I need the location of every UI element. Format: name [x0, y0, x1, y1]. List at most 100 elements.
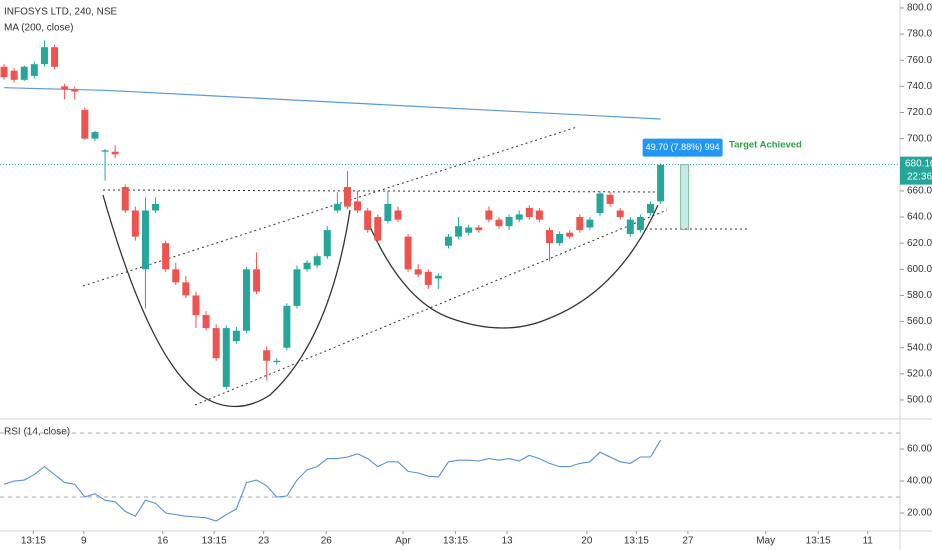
y-tick-label: 760.00 [907, 55, 932, 66]
candle-body [485, 210, 493, 220]
measure-box [680, 164, 690, 231]
candle-body [556, 234, 564, 244]
y-tick-label: 600.00 [907, 264, 932, 275]
candle-body [515, 214, 523, 220]
candle-body [253, 269, 261, 292]
candle-body [657, 164, 665, 202]
candle-body [30, 64, 38, 76]
y-tick-label: 720.00 [907, 107, 932, 118]
measure-label: 49.70 (7.88%) 994 [646, 142, 720, 152]
candle-body [202, 315, 210, 329]
chart-title: INFOSYS LTD, 240, NSE [4, 7, 118, 18]
candle-body [505, 217, 513, 227]
candle-body [0, 66, 8, 78]
x-tick-label: May [756, 536, 775, 547]
rsi-line [3, 439, 662, 522]
candle-body [475, 227, 483, 231]
y-tick-label: 660.00 [907, 186, 932, 197]
x-tick-label: 13:15 [443, 536, 468, 547]
candle-body [343, 186, 351, 207]
candle-body [333, 203, 341, 211]
candle-body [182, 282, 190, 296]
candle-body [566, 232, 574, 237]
candle-body [152, 203, 160, 211]
x-tick-label: 11 [862, 536, 873, 547]
cup-left [102, 194, 351, 408]
candle-body [111, 151, 119, 155]
candle-body [131, 210, 139, 237]
y-tick-label: 60.00 [907, 444, 932, 455]
x-tick-label: 27 [682, 536, 694, 547]
y-tick-label: 520.00 [907, 368, 932, 379]
candle-body [414, 269, 422, 275]
channel-lower [194, 209, 668, 406]
candle-body [434, 275, 442, 279]
candle-body [616, 210, 624, 218]
candle-body [545, 230, 553, 244]
y-tick-label: 500.00 [907, 395, 932, 406]
candle-body [636, 217, 644, 231]
candle-body [81, 109, 89, 139]
candle-body [40, 47, 48, 65]
price-label: 680.10 [905, 158, 932, 169]
candle-body [162, 243, 170, 270]
y-tick-label: 700.00 [907, 133, 932, 144]
candle-body [20, 66, 28, 80]
candle-body [647, 203, 655, 214]
candle-body [212, 328, 220, 359]
candle-body [364, 210, 372, 231]
candle-body [222, 328, 230, 387]
x-tick-label: 9 [81, 536, 87, 547]
candle-body [525, 207, 533, 218]
candle-body [141, 210, 149, 270]
candle-body [374, 217, 382, 241]
x-tick-label: 13:15 [202, 536, 227, 547]
candle-body [586, 219, 594, 228]
y-tick-label: 640.00 [907, 212, 932, 223]
candle-body [91, 132, 99, 139]
candle-body [172, 269, 180, 283]
candle-body [242, 269, 250, 331]
candle-body [626, 219, 634, 235]
y-tick-label: 620.00 [907, 238, 932, 249]
candle-body [192, 295, 200, 316]
x-tick-label: 13:15 [21, 536, 46, 547]
x-tick-label: Apr [395, 536, 411, 547]
candle-body [404, 236, 412, 270]
candle-body [323, 230, 331, 257]
rsi-title: RSI (14, close) [4, 427, 70, 438]
measure-badge [642, 138, 723, 157]
annotation: Target Achieved [729, 140, 802, 151]
x-tick-label: 26 [321, 536, 333, 547]
y-tick-label: 540.00 [907, 342, 932, 353]
countdown: 22:36 [907, 171, 932, 182]
candle-body [61, 86, 69, 89]
ma-legend: MA (200, close) [4, 23, 73, 34]
candle-body [121, 186, 129, 211]
x-tick-label: 13:15 [624, 536, 649, 547]
candle-body [576, 217, 584, 231]
x-tick-label: 13 [502, 536, 514, 547]
y-tick-label: 20.00 [907, 508, 932, 519]
y-tick-label: 580.00 [907, 290, 932, 301]
x-tick-label: 23 [258, 536, 270, 547]
candle-body [394, 210, 402, 220]
candle-body [303, 262, 311, 270]
y-tick-label: 560.00 [907, 316, 932, 327]
candle-body [596, 193, 604, 214]
candle-body [495, 219, 503, 227]
y-tick-label: 800.00 [907, 3, 932, 14]
cup-right [364, 204, 659, 329]
candle-body [455, 226, 463, 237]
candle-body [263, 350, 271, 361]
candle-body [444, 236, 452, 246]
candle-body [232, 330, 240, 342]
candle-body [71, 88, 79, 92]
x-tick-label: 20 [581, 536, 593, 547]
candle-body [354, 201, 362, 211]
candle-body [465, 227, 473, 233]
candle-body [101, 150, 109, 152]
x-tick-label: 13:15 [806, 536, 831, 547]
